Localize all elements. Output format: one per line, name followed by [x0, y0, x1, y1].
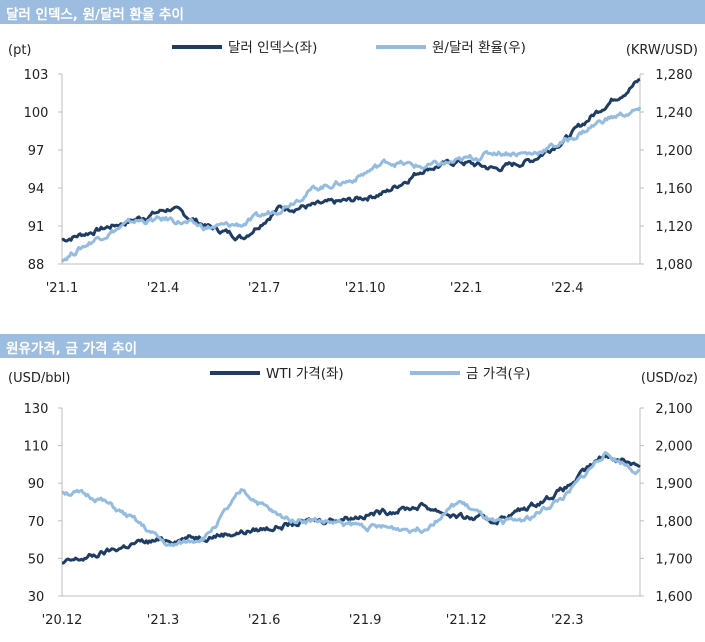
left-axis-unit: (USD/bbl) — [8, 371, 70, 386]
right-tick-label: 1,120 — [655, 220, 692, 235]
right-tick-label: 1,240 — [655, 106, 692, 121]
x-tick-label: '22.3 — [551, 613, 584, 628]
oil-gold-chart: (USD/bbl) (USD/oz) 130 110 90 70 50 30 2,100 2,00… — [8, 366, 698, 628]
left-tick-label: 100 — [24, 106, 49, 121]
x-tick-label: '21.4 — [147, 281, 180, 296]
left-tick-label: 70 — [28, 515, 45, 530]
right-tick-label: 1,080 — [655, 258, 692, 273]
series-line-left — [61, 77, 641, 243]
left-tick-label: 50 — [28, 552, 45, 567]
dollar-krw-chart: (pt) (KRW/USD) 103 100 97 94 91 88 1,280 1,240 1,2… — [8, 40, 698, 296]
x-tick-label: '20.12 — [42, 613, 83, 628]
right-tick-label: 2,000 — [655, 440, 692, 455]
section-title: 달러 인덱스, 원/달러 환율 추이 — [6, 7, 184, 23]
x-tick-label: '21.3 — [147, 613, 180, 628]
left-tick-label: 103 — [24, 68, 49, 83]
right-tick-label: 1,160 — [655, 182, 692, 197]
section-header: 달러 인덱스, 원/달러 환율 추이 — [0, 0, 705, 24]
right-tick-label: 1,700 — [655, 552, 692, 567]
series-line-right — [61, 451, 641, 548]
x-tick-label: '21.10 — [345, 281, 386, 296]
right-axis-unit: (KRW/USD) — [626, 43, 698, 58]
right-tick-label: 1,900 — [655, 477, 692, 492]
x-tick-label: '21.6 — [248, 613, 281, 628]
left-tick-label: 110 — [24, 440, 49, 455]
left-axis-unit: (pt) — [8, 43, 32, 58]
left-tick-label: 88 — [28, 258, 45, 273]
left-tick-label: 90 — [28, 477, 45, 492]
x-tick-label: '21.12 — [446, 613, 487, 628]
legend-label: 원/달러 환율(우) — [432, 40, 526, 56]
left-tick-label: 94 — [28, 182, 45, 197]
left-tick-label: 91 — [28, 220, 45, 235]
right-tick-label: 2,100 — [655, 402, 692, 417]
left-tick-label: 130 — [24, 402, 49, 417]
x-tick-label: '21.1 — [46, 281, 79, 296]
legend-label: WTI 가격(좌) — [266, 366, 344, 382]
right-axis-unit: (USD/oz) — [641, 371, 698, 386]
right-tick-label: 1,600 — [655, 590, 692, 605]
section-header: 원유가격, 금 가격 추이 — [0, 334, 705, 358]
legend-label: 달러 인덱스(좌) — [228, 40, 317, 56]
x-tick-label: '21.9 — [349, 613, 382, 628]
left-tick-label: 97 — [28, 144, 45, 159]
right-tick-label: 1,280 — [655, 68, 692, 83]
series-line-left — [62, 453, 641, 565]
series-line-right — [61, 106, 642, 263]
right-tick-label: 1,200 — [655, 144, 692, 159]
x-tick-label: '21.7 — [248, 281, 281, 296]
x-tick-label: '22.4 — [551, 281, 584, 296]
x-tick-label: '22.1 — [450, 281, 483, 296]
right-tick-label: 1,800 — [655, 515, 692, 530]
left-tick-label: 30 — [28, 590, 45, 605]
legend-label: 금 가격(우) — [466, 366, 531, 382]
section-title: 원유가격, 금 가격 추이 — [6, 341, 138, 357]
